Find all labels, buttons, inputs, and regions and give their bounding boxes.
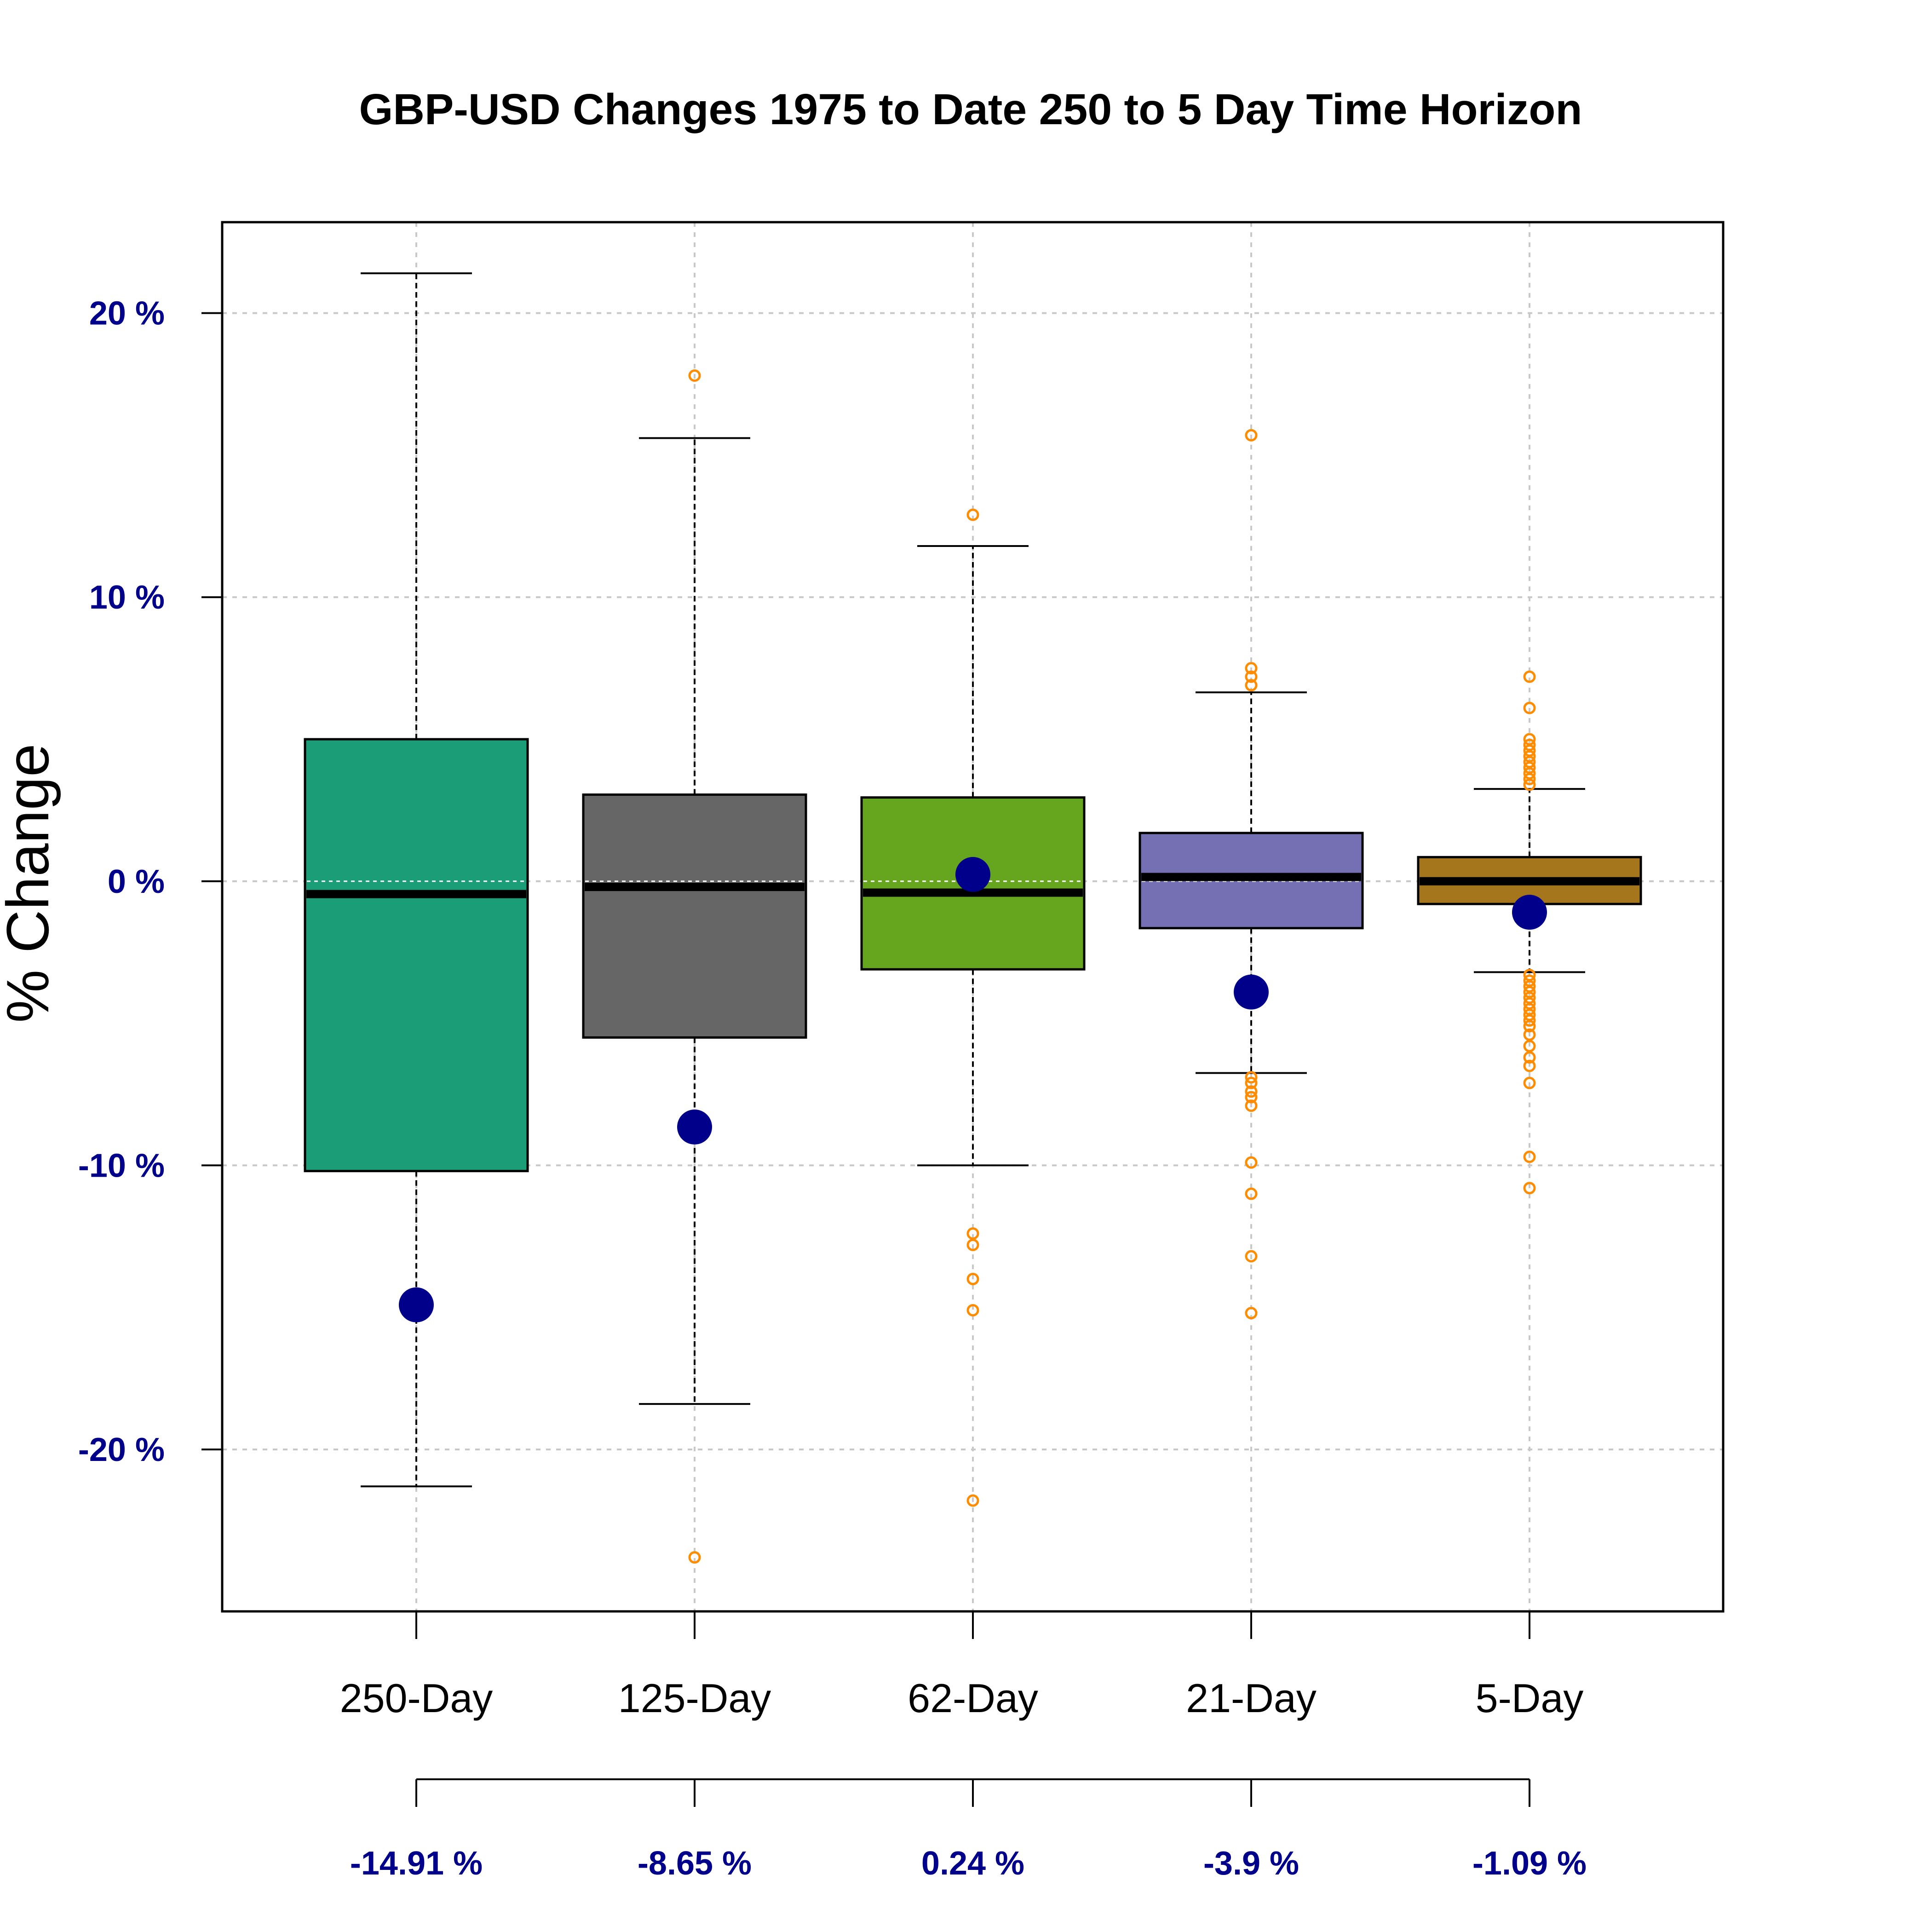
axes: 20 % 10 % 0 % -10 % -20 % 250-Day 125-Day 62-Da… (78, 295, 1583, 1721)
outlier-5-Day-11 (1523, 969, 1536, 982)
x-tick-label-3: 21-Day (1186, 1675, 1317, 1721)
box-21-Day (1138, 691, 1364, 1074)
outlier-62-Day-5 (966, 1494, 979, 1507)
outlier-21-Day-10 (1245, 1187, 1258, 1200)
outlier-5-Day-16 (1523, 997, 1536, 1010)
outlier-5-Day-19 (1523, 1014, 1536, 1027)
latest-value-label-21-Day: -3.9 % (1203, 1845, 1299, 1882)
outlier-62-Day-3 (966, 1272, 979, 1285)
outlier-21-Day-3 (1245, 679, 1258, 692)
outlier-5-Day-24 (1523, 1059, 1536, 1072)
box-125-Day (582, 437, 807, 1405)
box-body (582, 793, 807, 1039)
outlier-5-Day-4 (1523, 744, 1536, 757)
latest-marker-21-Day (1234, 974, 1269, 1010)
outlier-21-Day-1 (1245, 662, 1258, 675)
box-5-Day (1417, 788, 1642, 973)
latest-value-axis: -14.91 % -8.65 % 0.24 % -3.9 % -1.09 % (350, 1778, 1587, 1882)
y-tick-label-0: 20 % (89, 295, 165, 332)
box-body (304, 738, 529, 1173)
outlier-21-Day-0 (1245, 429, 1258, 442)
outlier-5-Day-2 (1523, 733, 1536, 746)
outlier-5-Day-13 (1523, 980, 1536, 993)
y-axis-label: % Change (0, 743, 61, 1023)
outlier-5-Day-27 (1523, 1182, 1536, 1195)
x-tick-label-2: 62-Day (908, 1675, 1038, 1721)
latest-value-label-250-Day: -14.91 % (350, 1845, 483, 1882)
box-250-Day (304, 272, 529, 1488)
outlier-5-Day-0 (1523, 670, 1536, 683)
outlier-5-Day-8 (1523, 767, 1536, 780)
outlier-62-Day-4 (966, 1304, 979, 1317)
box-62-Day (860, 545, 1086, 1167)
latest-value-label-125-Day: -8.65 % (638, 1845, 752, 1882)
outlier-5-Day-5 (1523, 750, 1536, 763)
outlier-21-Day-9 (1245, 1156, 1258, 1169)
y-tick-label-1: 10 % (89, 579, 165, 616)
outlier-21-Day-6 (1245, 1085, 1258, 1098)
outlier-5-Day-1 (1523, 702, 1536, 714)
latest-marker-5-Day (1512, 895, 1547, 930)
outlier-5-Day-12 (1523, 974, 1536, 987)
outlier-5-Day-26 (1523, 1150, 1536, 1163)
x-tick-label-4: 5-Day (1476, 1675, 1584, 1721)
chart-title: GBP-USD Changes 1975 to Date 250 to 5 Da… (359, 85, 1582, 134)
outlier-21-Day-5 (1245, 1076, 1258, 1089)
outlier-5-Day-23 (1523, 1051, 1536, 1064)
outlier-21-Day-12 (1245, 1307, 1258, 1320)
outlier-5-Day-6 (1523, 755, 1536, 768)
outlier-21-Day-7 (1245, 1091, 1258, 1104)
outlier-125-Day-0 (688, 369, 701, 382)
y-tick-label-3: -10 % (78, 1147, 165, 1184)
y-tick-label-4: -20 % (78, 1432, 165, 1468)
x-tick-label-1: 125-Day (618, 1675, 771, 1721)
outlier-5-Day-20 (1523, 1020, 1536, 1033)
latest-marker-62-Day (955, 857, 990, 892)
latest-marker-125-Day (677, 1110, 712, 1145)
outlier-5-Day-9 (1523, 772, 1536, 785)
y-tick-label-2: 0 % (108, 863, 165, 900)
outlier-21-Day-11 (1245, 1250, 1258, 1263)
outlier-5-Day-22 (1523, 1040, 1536, 1052)
outlier-5-Day-3 (1523, 738, 1536, 751)
outlier-21-Day-4 (1245, 1071, 1258, 1084)
box-series (304, 272, 1642, 1488)
outlier-5-Day-17 (1523, 1003, 1536, 1016)
outlier-5-Day-7 (1523, 761, 1536, 774)
outlier-125-Day-1 (688, 1551, 701, 1564)
outlier-62-Day-1 (966, 1227, 979, 1240)
x-tick-label-0: 250-Day (340, 1675, 493, 1721)
outlier-5-Day-15 (1523, 991, 1536, 1004)
latest-value-label-62-Day: 0.24 % (921, 1845, 1024, 1882)
latest-value-label-5-Day: -1.09 % (1472, 1845, 1587, 1882)
outlier-21-Day-2 (1245, 670, 1258, 683)
outlier-62-Day-2 (966, 1238, 979, 1251)
latest-marker-250-Day (399, 1287, 434, 1322)
outlier-5-Day-18 (1523, 1008, 1536, 1021)
outlier-62-Day-0 (966, 508, 979, 521)
data-points (399, 369, 1547, 1564)
outlier-5-Day-25 (1523, 1076, 1536, 1089)
outlier-5-Day-21 (1523, 1028, 1536, 1041)
outlier-5-Day-10 (1523, 778, 1536, 791)
outlier-5-Day-14 (1523, 986, 1536, 999)
outlier-21-Day-8 (1245, 1099, 1258, 1112)
